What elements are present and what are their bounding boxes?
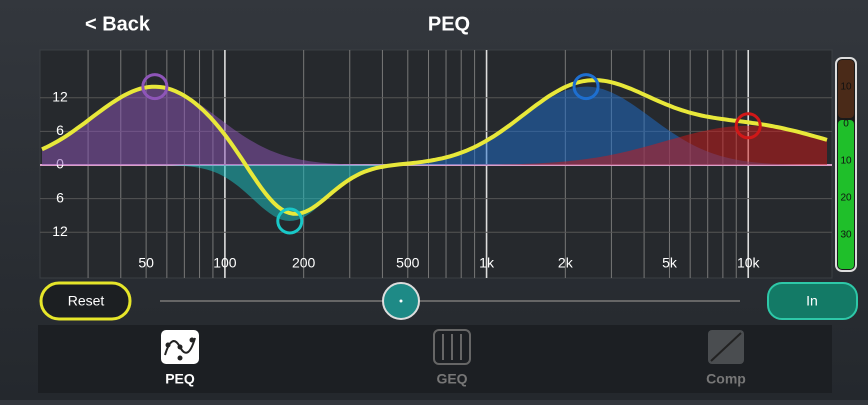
meter-label: 30: [840, 230, 852, 241]
band-area: [42, 125, 827, 165]
response-curve: [41, 78, 828, 216]
tab-label[interactable]: Comp: [706, 371, 746, 387]
peq-icon: [161, 330, 199, 364]
x-tick-label: 2k: [558, 255, 574, 271]
in-button[interactable]: [767, 282, 858, 320]
back-button[interactable]: < Back: [85, 13, 151, 35]
reset-button[interactable]: [39, 281, 132, 321]
reset-label: Reset: [68, 293, 105, 309]
y-tick-label: 12: [52, 89, 68, 105]
band-area: [42, 86, 827, 165]
x-tick-label: 50: [138, 255, 154, 271]
eq-graph[interactable]: 1260612501002005001k2k5k10k: [40, 50, 832, 278]
meter-labels: 10 0 10 20 30: [840, 82, 852, 241]
tabs: PEQ GEQ Comp: [165, 371, 746, 387]
tab-label[interactable]: PEQ: [165, 371, 195, 387]
band-area: [42, 165, 827, 221]
x-tick-label: 200: [292, 255, 316, 271]
y-tick-label: 6: [56, 189, 64, 205]
x-tick-label: 1k: [479, 255, 495, 271]
meter-label: 20: [840, 193, 852, 204]
tab-label[interactable]: GEQ: [436, 371, 467, 387]
y-tick-label: 12: [52, 223, 68, 239]
x-tick-label: 5k: [662, 255, 678, 271]
meter-level: [838, 120, 854, 269]
meter-label: 0: [843, 119, 849, 130]
in-label: In: [806, 293, 818, 309]
band-area: [42, 86, 827, 165]
meter-label: 10: [840, 82, 852, 93]
x-tick-label: 10k: [737, 255, 761, 271]
x-tick-label: 100: [213, 255, 237, 271]
y-tick-label: 6: [56, 122, 64, 138]
band-handle[interactable]: [276, 207, 304, 235]
page-title: PEQ: [428, 13, 470, 35]
band-handle[interactable]: [734, 112, 762, 140]
meter-label: 10: [840, 156, 852, 167]
comp-icon: [708, 330, 744, 364]
band-handle[interactable]: [572, 73, 600, 101]
x-tick-label: 500: [396, 255, 420, 271]
meter-headroom: [838, 60, 854, 118]
slider-dot: [399, 299, 403, 303]
band-handle[interactable]: [141, 73, 169, 101]
geq-icon: [433, 329, 471, 365]
